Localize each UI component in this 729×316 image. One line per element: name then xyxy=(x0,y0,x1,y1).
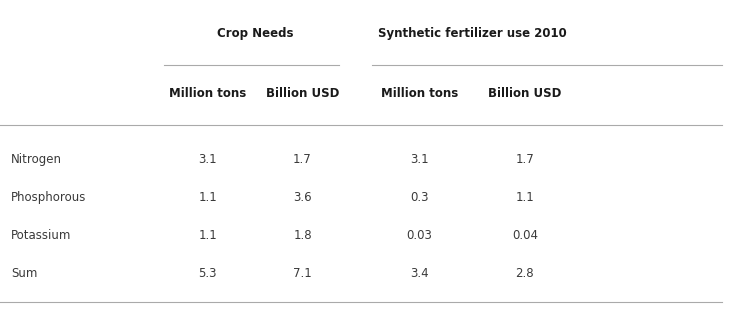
Text: Million tons: Million tons xyxy=(169,87,246,100)
Text: 1.1: 1.1 xyxy=(515,191,534,204)
Text: Synthetic fertilizer use 2010: Synthetic fertilizer use 2010 xyxy=(378,27,566,40)
Text: 2.8: 2.8 xyxy=(515,267,534,280)
Text: 3.1: 3.1 xyxy=(198,153,217,166)
Text: Phosphorous: Phosphorous xyxy=(11,191,86,204)
Text: 5.3: 5.3 xyxy=(198,267,217,280)
Text: 3.6: 3.6 xyxy=(293,191,312,204)
Text: 1.7: 1.7 xyxy=(515,153,534,166)
Text: 3.1: 3.1 xyxy=(410,153,429,166)
Text: 0.3: 0.3 xyxy=(410,191,429,204)
Text: Billion USD: Billion USD xyxy=(266,87,339,100)
Text: Sum: Sum xyxy=(11,267,37,280)
Text: 0.03: 0.03 xyxy=(406,229,432,242)
Text: Nitrogen: Nitrogen xyxy=(11,153,62,166)
Text: Potassium: Potassium xyxy=(11,229,71,242)
Text: 1.1: 1.1 xyxy=(198,229,217,242)
Text: 0.04: 0.04 xyxy=(512,229,538,242)
Text: 1.8: 1.8 xyxy=(293,229,312,242)
Text: Million tons: Million tons xyxy=(381,87,458,100)
Text: Crop Needs: Crop Needs xyxy=(217,27,293,40)
Text: 1.7: 1.7 xyxy=(293,153,312,166)
Text: Billion USD: Billion USD xyxy=(488,87,561,100)
Text: 3.4: 3.4 xyxy=(410,267,429,280)
Text: 1.1: 1.1 xyxy=(198,191,217,204)
Text: 7.1: 7.1 xyxy=(293,267,312,280)
